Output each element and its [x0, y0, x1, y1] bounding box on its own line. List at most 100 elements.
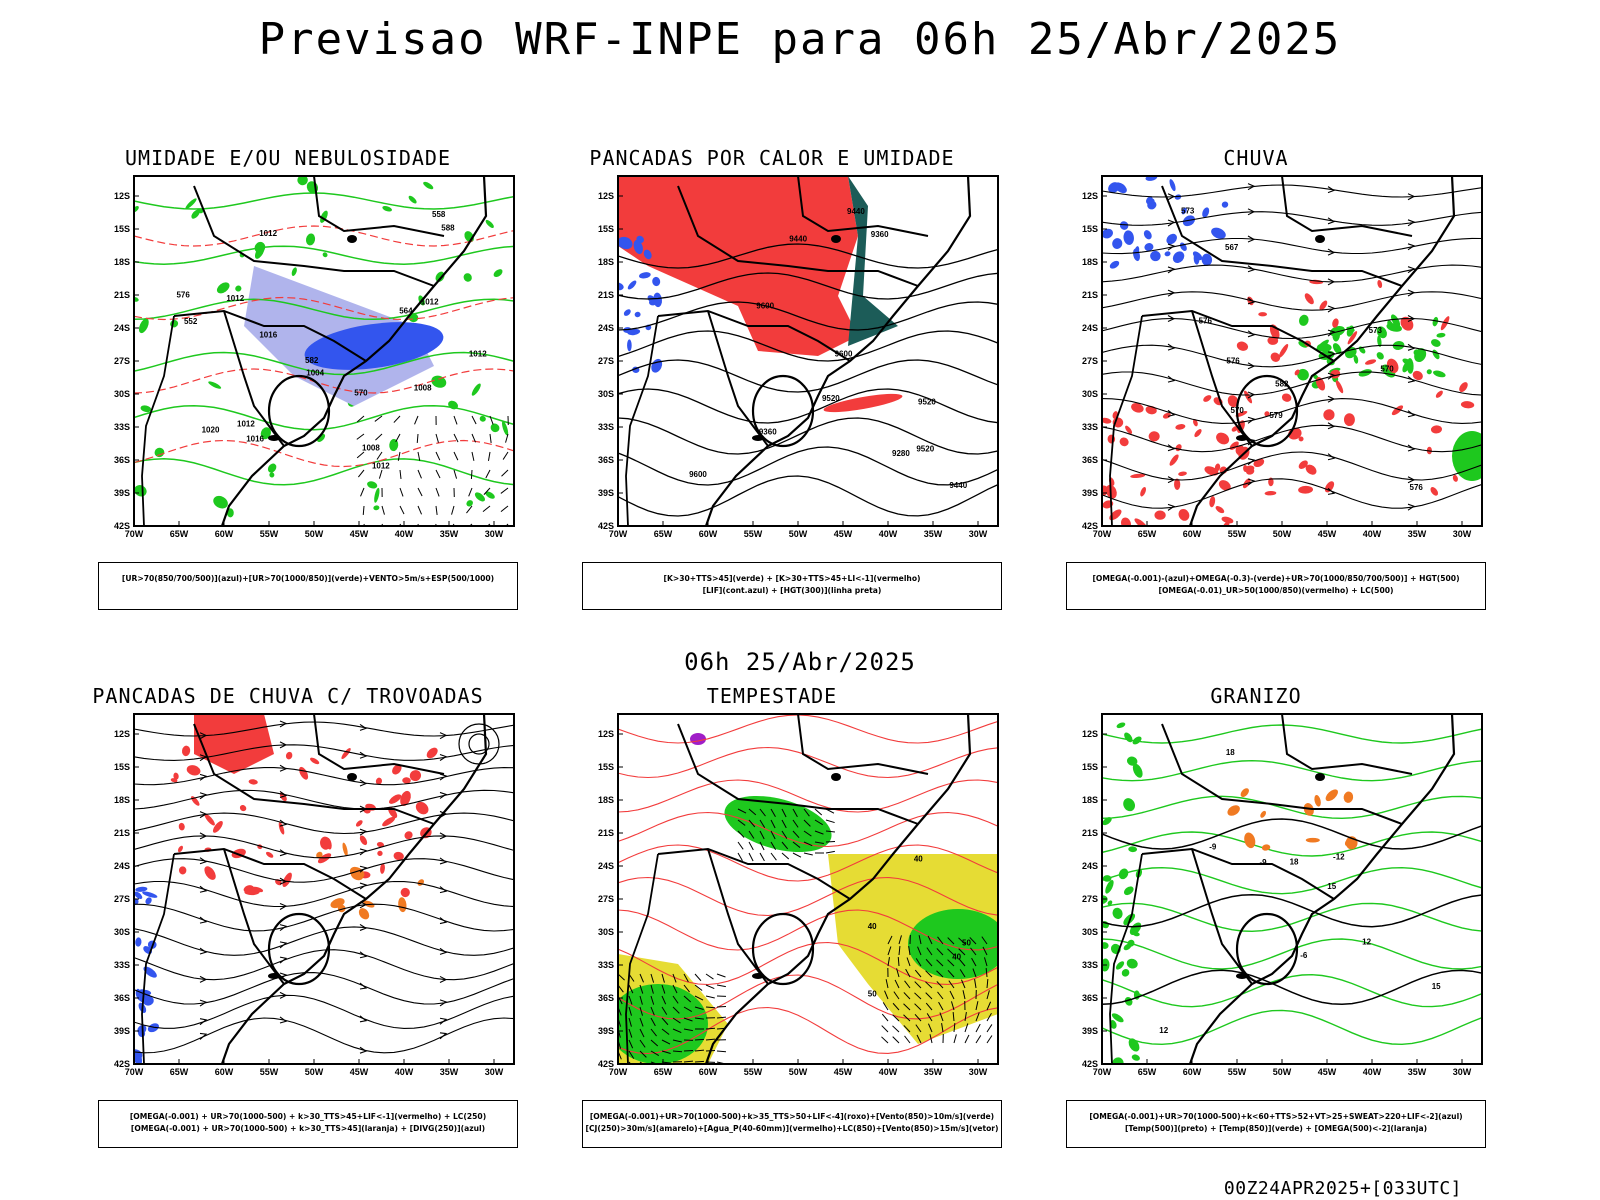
lon-label: 30W — [969, 529, 988, 539]
state-border — [1281, 176, 1413, 237]
streamline — [1102, 371, 1482, 396]
contour-label: -9 — [1209, 843, 1217, 852]
precip-cell — [173, 772, 179, 780]
contour-label: 570 — [1380, 364, 1394, 373]
contour-label: -6 — [1300, 951, 1308, 960]
streamline — [134, 812, 514, 835]
contour-label: 1008 — [414, 384, 432, 393]
precip-cell — [1112, 238, 1123, 249]
lon-label: 40W — [1363, 1067, 1382, 1077]
lon-label: 40W — [395, 529, 414, 539]
forecast-map: 9600 9520 9600 9520 9440 9440 9520 9360 9280 9360… — [598, 175, 999, 539]
precip-cell — [1118, 868, 1129, 880]
wind-vector — [470, 469, 473, 480]
panel-legend: [UR>70(850/700/500)](azul)+[UR>70(1000/8… — [98, 562, 518, 610]
country-border — [1109, 853, 1143, 1064]
lon-label: 30W — [969, 1067, 988, 1077]
precip-cell — [1432, 316, 1439, 327]
lon-label: 70W — [609, 1067, 628, 1077]
wind-vector — [639, 1039, 646, 1048]
streamline-arrow — [439, 975, 448, 983]
precip-cell — [208, 381, 222, 389]
panel-granizo: GRANIZO 12 15 18 -9 12 -12 15 18 -9 -6 12S 15S 18S 21… — [1026, 684, 1486, 1148]
lat-label: 12S — [1082, 191, 1098, 201]
contour-label: 9440 — [949, 481, 967, 490]
wind-vector — [639, 984, 644, 994]
wind-vector — [903, 1003, 911, 1011]
precip-cell — [320, 210, 328, 223]
lake — [752, 435, 764, 441]
wind-vector — [716, 1050, 727, 1053]
streamline-arrow — [1327, 329, 1336, 337]
precip-cell — [408, 313, 419, 323]
streamline — [1102, 344, 1482, 368]
streamline-arrow — [439, 1032, 448, 1040]
wind-vector — [705, 995, 715, 999]
streamline — [1102, 478, 1482, 509]
precip-cell — [185, 198, 197, 209]
streamline-arrow — [359, 865, 368, 873]
precip-cell — [297, 176, 308, 186]
lat-label: 12S — [598, 191, 614, 201]
wind-vector — [975, 1023, 981, 1033]
precip-cell — [1119, 437, 1129, 447]
lon-label: 60W — [699, 1067, 718, 1077]
isoline — [618, 811, 998, 848]
precip-cell — [1452, 431, 1482, 481]
wind-vector — [887, 957, 890, 967]
precip-cell — [212, 820, 223, 833]
lat-label: 30S — [114, 927, 130, 937]
lat-label: 12S — [114, 729, 130, 739]
precip-cell — [1264, 411, 1270, 417]
wind-vector — [803, 808, 810, 817]
wind-vector — [672, 1050, 683, 1053]
contour-label: 576 — [1199, 316, 1213, 325]
lat-label: 24S — [114, 861, 130, 871]
streamline-arrow — [439, 832, 448, 840]
streamline-arrow — [279, 764, 288, 772]
wind-vector — [451, 505, 455, 515]
precip-cell — [186, 765, 201, 776]
lat-label: 30S — [1082, 927, 1098, 937]
isoline — [134, 298, 514, 321]
contour-label: -9 — [1260, 858, 1268, 867]
state-border — [797, 714, 929, 775]
contour-label: 1012 — [469, 350, 487, 359]
lagoa-outline — [751, 912, 815, 986]
streamline — [1102, 237, 1482, 255]
lon-label: 45W — [350, 529, 369, 539]
streamline-arrow — [279, 819, 288, 827]
lon-label: 55W — [744, 1067, 763, 1077]
streamline-arrow — [1167, 476, 1176, 484]
lat-label: 24S — [114, 323, 130, 333]
wind-vector — [925, 958, 933, 967]
wind-vector — [964, 1034, 970, 1044]
wind-vector — [959, 969, 966, 978]
wind-vector — [986, 1012, 992, 1022]
precip-cell — [1297, 368, 1309, 381]
wind-vector — [781, 852, 790, 860]
lat-label: 39S — [598, 1026, 614, 1036]
isoline — [1102, 866, 1482, 895]
precip-cell — [1127, 756, 1138, 766]
wind-vector — [908, 946, 911, 956]
wind-vector — [705, 984, 715, 989]
contour-label: 1020 — [202, 425, 220, 434]
precip-cell — [400, 790, 411, 806]
streamline — [1102, 398, 1482, 424]
precip-cell — [142, 891, 158, 898]
precip-cell — [1143, 230, 1152, 240]
wind-vector — [672, 1039, 682, 1043]
wind-vector — [915, 1024, 922, 1033]
panel-legend: [OMEGA(-0.001)+UR>70(1000-500)+k>35_TTS>… — [582, 1100, 1002, 1148]
lon-label: 70W — [609, 529, 628, 539]
wind-vector — [916, 1034, 922, 1044]
precip-cell — [191, 209, 201, 219]
lon-label: 45W — [1318, 529, 1337, 539]
precip-cell — [1335, 380, 1344, 394]
streamline-arrow — [279, 741, 288, 749]
isoline — [618, 388, 998, 424]
wind-vector — [814, 808, 823, 816]
streamline-arrow — [1407, 193, 1416, 201]
